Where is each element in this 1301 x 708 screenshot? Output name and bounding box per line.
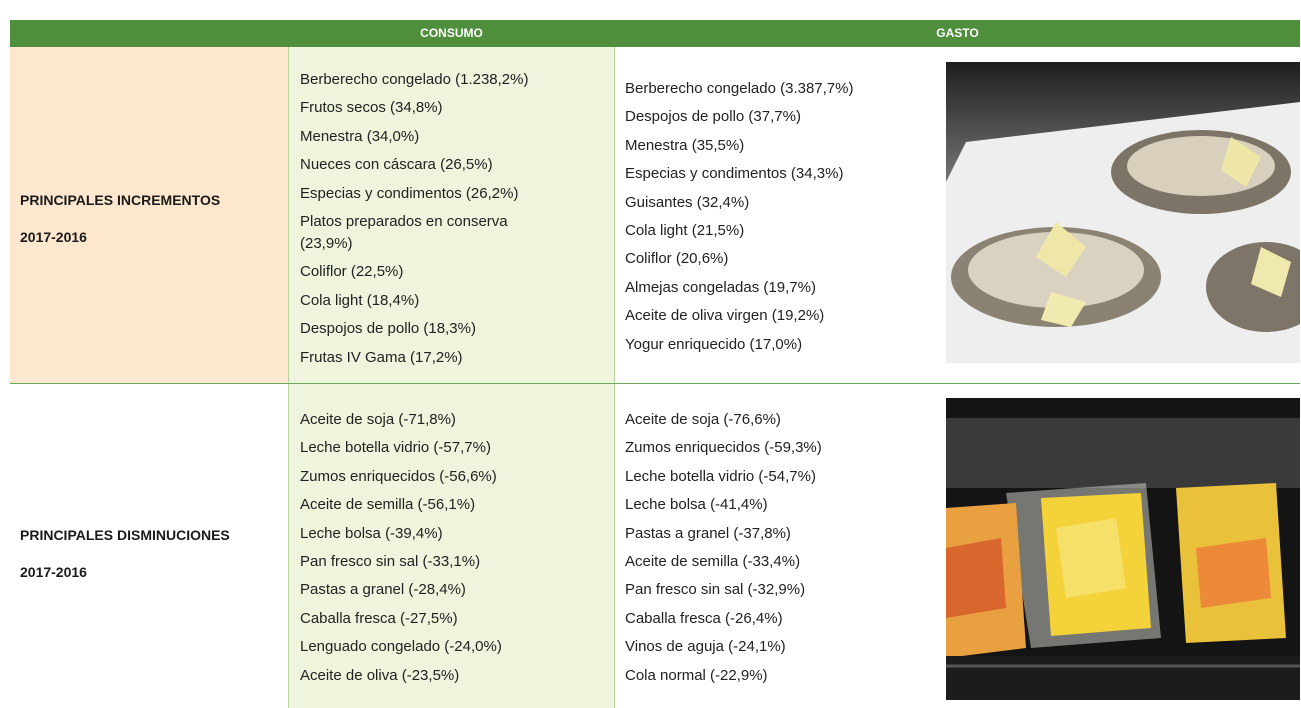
list-item: Coliflor (20,6%) [625, 248, 935, 270]
label-line: PRINCIPALES DISMINUCIONES [20, 517, 230, 554]
list-item: Aceite de soja (-71,8%) [300, 409, 550, 431]
list-item: Berberecho congelado (1.238,2%) [300, 69, 550, 91]
row-separator [10, 383, 1300, 384]
photo-fruit [946, 398, 1300, 700]
consumo-list: Berberecho congelado (1.238,2%) Frutos se… [300, 69, 550, 375]
list-item: Pastas a granel (-28,4%) [300, 579, 550, 601]
list-item: Zumos enriquecidos (-56,6%) [300, 466, 550, 488]
list-item: Pan fresco sin sal (-32,9%) [625, 579, 935, 601]
label-line: PRINCIPALES INCREMENTOS [20, 182, 220, 219]
header-gasto: GASTO [615, 20, 1300, 47]
list-item: Menestra (34,0%) [300, 126, 550, 148]
list-item: Despojos de pollo (18,3%) [300, 318, 550, 340]
photo-oysters [946, 62, 1300, 363]
list-item: Platos preparados en conserva (23,9%) [300, 211, 550, 255]
list-item: Pastas a granel (-37,8%) [625, 523, 935, 545]
list-item: Caballa fresca (-27,5%) [300, 608, 550, 630]
gasto-list: Aceite de soja (-76,6%) Zumos enriquecido… [625, 409, 935, 693]
list-item: Yogur enriquecido (17,0%) [625, 334, 935, 356]
list-item: Leche botella vidrio (-57,7%) [300, 437, 550, 459]
list-item: Zumos enriquecidos (-59,3%) [625, 437, 935, 459]
list-item: Almejas congeladas (19,7%) [625, 277, 935, 299]
list-item: Frutos secos (34,8%) [300, 97, 550, 119]
list-item: Especias y condimentos (26,2%) [300, 183, 550, 205]
list-item: Cola normal (-22,9%) [625, 665, 935, 687]
list-item: Pan fresco sin sal (-33,1%) [300, 551, 550, 573]
row-label: PRINCIPALES DISMINUCIONES 2017-2016 [20, 517, 230, 591]
list-item: Frutas IV Gama (17,2%) [300, 347, 550, 369]
list-item: Despojos de pollo (37,7%) [625, 106, 935, 128]
list-item: Nueces con cáscara (26,5%) [300, 154, 550, 176]
list-item: Aceite de oliva (-23,5%) [300, 665, 550, 687]
list-item: Berberecho congelado (3.387,7%) [625, 78, 935, 100]
list-item: Cola light (21,5%) [625, 220, 935, 242]
list-item: Aceite de soja (-76,6%) [625, 409, 935, 431]
page: CONSUMO GASTO PRINCIPALES INCREMENTOS 20… [0, 0, 1301, 708]
list-item: Cola light (18,4%) [300, 290, 550, 312]
list-item: Guisantes (32,4%) [625, 192, 935, 214]
list-item: Aceite de semilla (-56,1%) [300, 494, 550, 516]
list-item: Lenguado congelado (-24,0%) [300, 636, 550, 658]
list-item: Aceite de semilla (-33,4%) [625, 551, 935, 573]
list-item: Caballa fresca (-26,4%) [625, 608, 935, 630]
list-item: Leche bolsa (-41,4%) [625, 494, 935, 516]
list-item: Coliflor (22,5%) [300, 261, 550, 283]
label-line: 2017-2016 [20, 554, 230, 591]
list-item: Vinos de aguja (-24,1%) [625, 636, 935, 658]
list-item: Leche bolsa (-39,4%) [300, 523, 550, 545]
list-item: Leche botella vidrio (-54,7%) [625, 466, 935, 488]
list-item: Especias y condimentos (34,3%) [625, 163, 935, 185]
header-consumo: CONSUMO [288, 20, 615, 47]
consumo-list: Aceite de soja (-71,8%) Leche botella vid… [300, 409, 550, 693]
row-label: PRINCIPALES INCREMENTOS 2017-2016 [20, 182, 220, 256]
list-item: Menestra (35,5%) [625, 135, 935, 157]
label-line: 2017-2016 [20, 219, 220, 256]
list-item: Aceite de oliva virgen (19,2%) [625, 305, 935, 327]
gasto-list: Berberecho congelado (3.387,7%) Despojos … [625, 78, 935, 362]
